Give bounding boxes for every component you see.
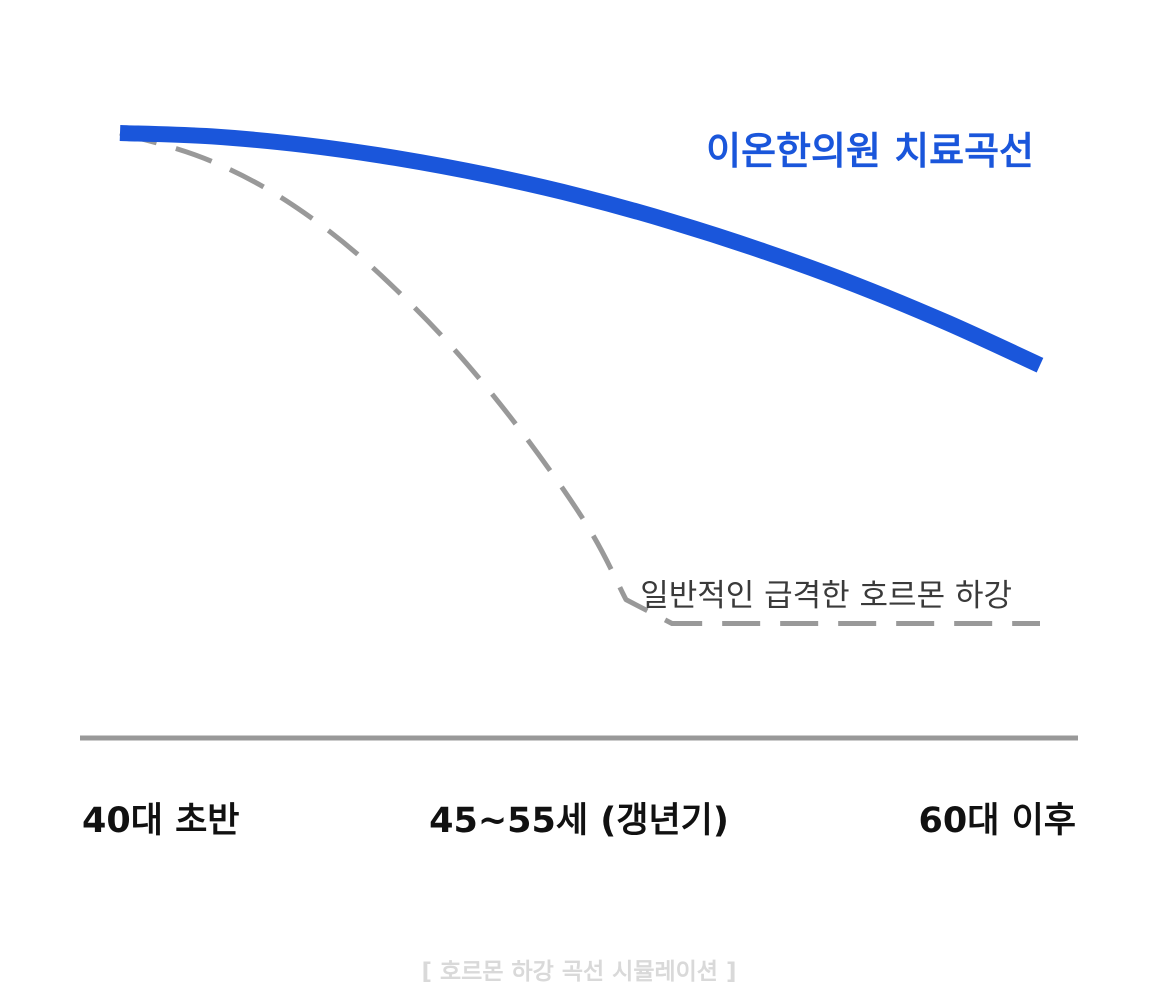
x-tick-label: 40대 초반: [82, 801, 240, 841]
x-tick-label: 60대 이후: [919, 801, 1077, 841]
x-tick-label: 45~55세 (갱년기): [429, 801, 729, 841]
legend-label-treatment-curve: 이온한의원 치료곡선: [706, 129, 1034, 173]
series-line-treatment-curve: [119, 125, 1044, 373]
chart-caption: [ 호르몬 하강 곡선 시뮬레이션 ]: [422, 959, 737, 985]
series-layer: [119, 125, 1044, 626]
series-line-general-decline: [119, 130, 1040, 626]
x-tick-labels: 40대 초반 45~55세 (갱년기) 60대 이후: [82, 801, 1076, 841]
legend-label-general-decline: 일반적인 급격한 호르몬 하강: [640, 578, 1012, 614]
